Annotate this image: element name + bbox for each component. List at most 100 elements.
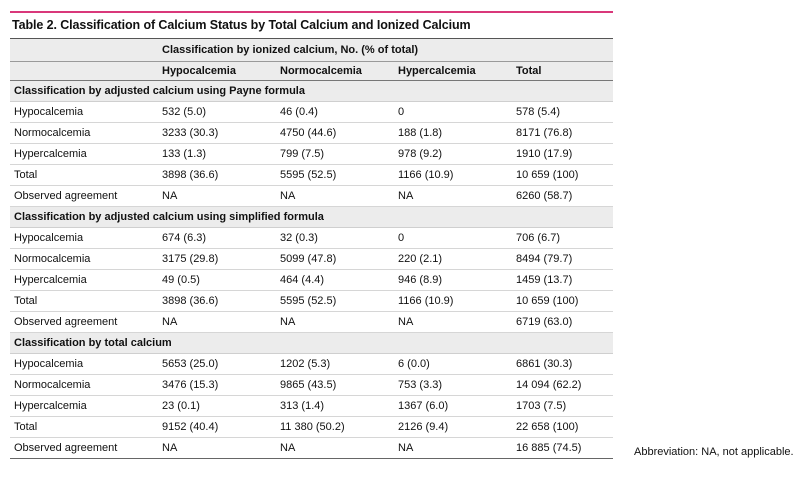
table-cell: 220 (2.1) xyxy=(394,248,512,270)
table-row: Hypercalcemia 23 (0.1) 313 (1.4) 1367 (6.0)… xyxy=(10,395,614,417)
table-cell: 532 (5.0) xyxy=(158,101,276,123)
table-cell: 4750 (44.6) xyxy=(276,122,394,144)
table-row: Total 9152 (40.4) 11 380 (50.2) 2126 (9.4) 2… xyxy=(10,416,614,438)
table-cell: NA xyxy=(158,185,276,207)
table-cell: 313 (1.4) xyxy=(276,395,394,417)
table-row: Observed agreement NA NA NA 6719 (63.0) xyxy=(10,311,614,333)
table-cell: NA xyxy=(276,437,394,459)
table-cell: 464 (4.4) xyxy=(276,269,394,291)
table-row: Observed agreement NA NA NA 16 885 (74.5) xyxy=(10,437,614,459)
table-cell: 8171 (76.8) xyxy=(512,122,614,144)
column-header-total: Total xyxy=(512,61,614,81)
table-cell: 10 659 (100) xyxy=(512,164,614,186)
section-title: Classification by adjusted calcium using… xyxy=(10,206,614,228)
table-cell: 1459 (13.7) xyxy=(512,269,614,291)
table-cell: 1703 (7.5) xyxy=(512,395,614,417)
header-empty-cell xyxy=(10,38,158,62)
table-cell: 0 xyxy=(394,101,512,123)
table-row: Normocalcemia 3175 (29.8) 5099 (47.8) 220 (… xyxy=(10,248,614,270)
row-label: Total xyxy=(10,290,158,312)
row-label: Hypocalcemia xyxy=(10,101,158,123)
table-cell: 16 885 (74.5) xyxy=(512,437,614,459)
table-cell: 5595 (52.5) xyxy=(276,164,394,186)
table-cell: 14 094 (62.2) xyxy=(512,374,614,396)
table-cell: 6861 (30.3) xyxy=(512,353,614,375)
row-label: Observed agreement xyxy=(10,437,158,459)
table-row: Hypocalcemia 674 (6.3) 32 (0.3) 0 706 (6.7) xyxy=(10,227,614,249)
table-row: Hypercalcemia 49 (0.5) 464 (4.4) 946 (8.9) 1… xyxy=(10,269,614,291)
header-row-group: Classification by ionized calcium, No. (… xyxy=(10,38,614,62)
accent-bar xyxy=(10,11,613,13)
section-title: Classification by adjusted calcium using… xyxy=(10,80,614,102)
table-container: Table 2. Classification of Calcium Statu… xyxy=(10,11,614,459)
table-cell: 10 659 (100) xyxy=(512,290,614,312)
header-group-label: Classification by ionized calcium, No. (… xyxy=(158,38,614,62)
table-cell: 799 (7.5) xyxy=(276,143,394,165)
footnote: Abbreviation: NA, not applicable. xyxy=(634,446,794,458)
column-header-hypercalcemia: Hypercalcemia xyxy=(394,61,512,81)
column-header-normocalcemia: Normocalcemia xyxy=(276,61,394,81)
row-label: Hypocalcemia xyxy=(10,353,158,375)
table-cell: 3476 (15.3) xyxy=(158,374,276,396)
table-cell: 6 (0.0) xyxy=(394,353,512,375)
header-row-columns: Hypocalcemia Normocalcemia Hypercalcemia… xyxy=(10,61,614,81)
table-cell: 5595 (52.5) xyxy=(276,290,394,312)
table-cell: 2126 (9.4) xyxy=(394,416,512,438)
table-cell: 706 (6.7) xyxy=(512,227,614,249)
table-cell: 1166 (10.9) xyxy=(394,290,512,312)
table-cell: 0 xyxy=(394,227,512,249)
table-cell: 32 (0.3) xyxy=(276,227,394,249)
table-row: Hypocalcemia 5653 (25.0) 1202 (5.3) 6 (0.0)… xyxy=(10,353,614,375)
table-cell: 49 (0.5) xyxy=(158,269,276,291)
table-row: Total 3898 (36.6) 5595 (52.5) 1166 (10.9) 10… xyxy=(10,164,614,186)
header-empty-cell xyxy=(10,61,158,81)
table-cell: 578 (5.4) xyxy=(512,101,614,123)
column-header-hypocalcemia: Hypocalcemia xyxy=(158,61,276,81)
table-cell: 3233 (30.3) xyxy=(158,122,276,144)
table-cell: 46 (0.4) xyxy=(276,101,394,123)
row-label: Normocalcemia xyxy=(10,374,158,396)
table-row: Hypercalcemia 133 (1.3) 799 (7.5) 978 (9.2)… xyxy=(10,143,614,165)
table-cell: 753 (3.3) xyxy=(394,374,512,396)
row-label: Total xyxy=(10,164,158,186)
table-cell: NA xyxy=(394,185,512,207)
table-cell: 8494 (79.7) xyxy=(512,248,614,270)
table-cell: 946 (8.9) xyxy=(394,269,512,291)
row-label: Hypercalcemia xyxy=(10,269,158,291)
table-cell: 1910 (17.9) xyxy=(512,143,614,165)
row-label: Total xyxy=(10,416,158,438)
section-header-row: Classification by adjusted calcium using… xyxy=(10,206,614,228)
table-cell: 5653 (25.0) xyxy=(158,353,276,375)
table-cell: 188 (1.8) xyxy=(394,122,512,144)
table-cell: 133 (1.3) xyxy=(158,143,276,165)
table-cell: NA xyxy=(276,311,394,333)
table-row: Hypocalcemia 532 (5.0) 46 (0.4) 0 578 (5.4) xyxy=(10,101,614,123)
table-cell: 1367 (6.0) xyxy=(394,395,512,417)
row-label: Hypercalcemia xyxy=(10,395,158,417)
row-label: Hypocalcemia xyxy=(10,227,158,249)
table-row: Normocalcemia 3476 (15.3) 9865 (43.5) 753 (… xyxy=(10,374,614,396)
table-cell: 6260 (58.7) xyxy=(512,185,614,207)
table-cell: 1202 (5.3) xyxy=(276,353,394,375)
table-cell: 978 (9.2) xyxy=(394,143,512,165)
table-cell: 23 (0.1) xyxy=(158,395,276,417)
table-cell: 11 380 (50.2) xyxy=(276,416,394,438)
table-cell: NA xyxy=(394,311,512,333)
table-row: Observed agreement NA NA NA 6260 (58.7) xyxy=(10,185,614,207)
row-label: Observed agreement xyxy=(10,311,158,333)
table-cell: 1166 (10.9) xyxy=(394,164,512,186)
table-cell: 9865 (43.5) xyxy=(276,374,394,396)
table-cell: 5099 (47.8) xyxy=(276,248,394,270)
table-title: Table 2. Classification of Calcium Statu… xyxy=(12,18,471,32)
table-body: Classification by adjusted calcium using… xyxy=(10,80,614,459)
row-label: Normocalcemia xyxy=(10,248,158,270)
row-label: Hypercalcemia xyxy=(10,143,158,165)
table-row: Total 3898 (36.6) 5595 (52.5) 1166 (10.9) 10… xyxy=(10,290,614,312)
row-label: Observed agreement xyxy=(10,185,158,207)
table-cell: 3898 (36.6) xyxy=(158,290,276,312)
section-header-row: Classification by adjusted calcium using… xyxy=(10,80,614,102)
table-cell: NA xyxy=(158,311,276,333)
table-cell: 22 658 (100) xyxy=(512,416,614,438)
table-cell: 9152 (40.4) xyxy=(158,416,276,438)
section-header-row: Classification by total calcium xyxy=(10,332,614,354)
